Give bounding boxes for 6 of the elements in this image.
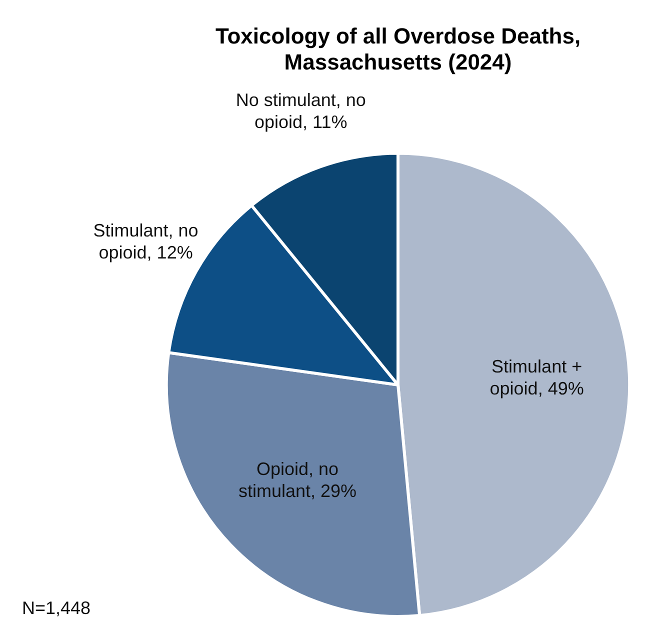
slice-label: No stimulant, no opioid, 11% [236, 90, 366, 132]
text: N=1,448 [22, 598, 91, 618]
slice-label: Stimulant, no opioid, 12% [93, 220, 198, 263]
chart-title: Toxicology of all Overdose Deaths, Massachusetts (2024) [215, 23, 581, 75]
slice-label: Stimulant + opioid, 49% [490, 356, 584, 398]
slice-label: Opioid, no stimulant, 29% [238, 458, 357, 501]
